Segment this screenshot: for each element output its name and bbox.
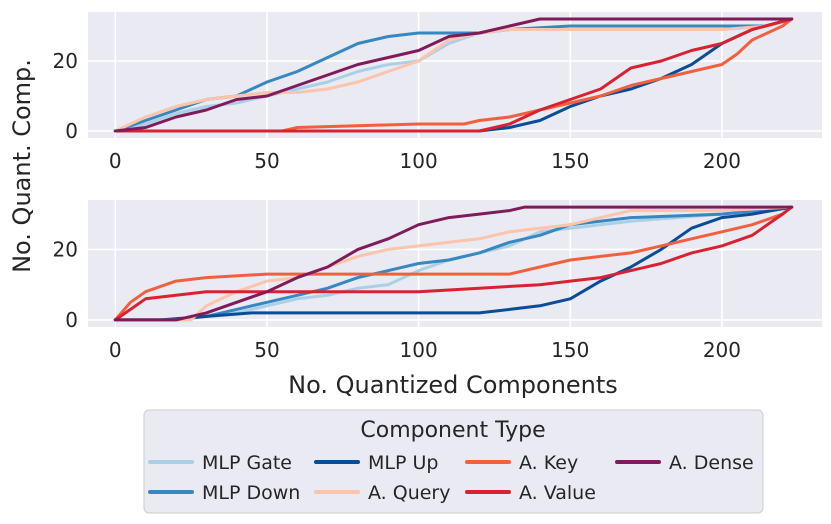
bottom-y-tick-label: 0 [65, 308, 78, 332]
bottom-panel: 0 50 100 150 200 0 20 [53, 200, 822, 362]
top-series-lines [113, 17, 794, 133]
top-series-a-query [113, 17, 794, 133]
top-x-tick-label: 0 [109, 149, 122, 173]
legend-item-a-dense: A. Dense [615, 452, 754, 474]
legend: Component Type MLP Gate MLP Up A. Key A. De… [143, 409, 764, 514]
legend-item-a-value: A. Value [465, 482, 596, 504]
legend-item-mlp-down: MLP Down [148, 482, 300, 504]
bottom-x-tick-label: 150 [551, 338, 589, 362]
legend-item-mlp-up: MLP Up [314, 452, 438, 474]
bottom-series-a-dense [113, 205, 794, 322]
legend-entries: MLP Gate MLP Up A. Key A. Dense MLP Down A. Q… [148, 452, 754, 504]
top-x-tick-label: 100 [400, 149, 438, 173]
legend-label: MLP Up [368, 452, 438, 474]
legend-label: A. Value [519, 482, 596, 504]
legend-label: A. Query [368, 482, 451, 504]
bottom-x-tick-label: 200 [703, 338, 741, 362]
y-axis-label: No. Quant. Comp. [8, 59, 36, 273]
bottom-x-tick-label: 0 [109, 338, 122, 362]
top-x-tick-label: 200 [703, 149, 741, 173]
legend-label: MLP Gate [202, 452, 292, 474]
legend-box [143, 409, 764, 514]
legend-item-mlp-gate: MLP Gate [148, 452, 292, 474]
bottom-y-tick-label: 20 [53, 237, 78, 261]
x-axis-label: No. Quantized Components [288, 371, 618, 399]
top-panel: 0 50 100 150 200 0 20 [53, 12, 822, 173]
top-series-a-dense [113, 17, 794, 133]
legend-label: MLP Down [202, 482, 300, 504]
top-series-a-value [113, 17, 794, 133]
top-y-tick-label: 0 [65, 119, 78, 143]
bottom-series-a-value [113, 205, 794, 322]
bottom-x-tick-label: 50 [254, 338, 279, 362]
bottom-series-a-key [113, 205, 794, 322]
top-series-a-key [113, 17, 794, 133]
bottom-series-mlp-up [113, 205, 794, 322]
bottom-plot-area [88, 200, 822, 327]
top-x-tick-label: 150 [551, 149, 589, 173]
legend-item-a-key: A. Key [465, 452, 578, 474]
bottom-x-tick-label: 100 [400, 338, 438, 362]
top-tick-labels: 0 50 100 150 200 0 20 [53, 49, 741, 173]
legend-title: Component Type [360, 418, 545, 443]
bottom-tick-labels: 0 50 100 150 200 0 20 [53, 237, 741, 362]
legend-item-a-query: A. Query [314, 482, 451, 504]
top-y-tick-label: 20 [53, 49, 78, 73]
top-x-tick-label: 50 [254, 149, 279, 173]
bottom-series-lines [113, 205, 794, 322]
legend-label: A. Key [519, 452, 578, 474]
legend-label: A. Dense [669, 452, 754, 474]
